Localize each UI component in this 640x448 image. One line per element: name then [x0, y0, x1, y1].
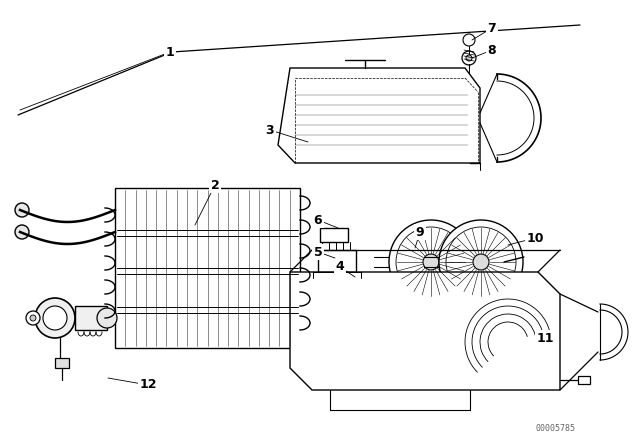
Bar — [578, 376, 590, 384]
Circle shape — [97, 308, 117, 328]
Text: 12: 12 — [140, 379, 157, 392]
Circle shape — [30, 315, 36, 321]
Bar — [75, 306, 107, 330]
Text: 11: 11 — [536, 332, 554, 345]
Bar — [320, 228, 348, 242]
Circle shape — [43, 306, 67, 330]
Text: 9: 9 — [416, 225, 424, 238]
Text: 5: 5 — [314, 246, 323, 258]
Polygon shape — [278, 68, 480, 163]
Circle shape — [35, 298, 75, 338]
Text: 7: 7 — [488, 22, 497, 34]
Bar — [115, 188, 300, 348]
Circle shape — [462, 51, 476, 65]
Circle shape — [439, 220, 523, 304]
Circle shape — [389, 220, 473, 304]
Circle shape — [473, 254, 489, 270]
Text: 6: 6 — [314, 214, 323, 227]
Circle shape — [446, 227, 516, 297]
Text: 3: 3 — [266, 124, 275, 137]
Circle shape — [15, 203, 29, 217]
Text: 4: 4 — [335, 260, 344, 273]
Text: 8: 8 — [488, 43, 496, 56]
Circle shape — [423, 254, 439, 270]
Text: 2: 2 — [211, 178, 220, 191]
Text: 10: 10 — [526, 232, 544, 245]
Circle shape — [26, 311, 40, 325]
Circle shape — [396, 227, 466, 297]
Polygon shape — [290, 272, 560, 390]
Circle shape — [15, 225, 29, 239]
Circle shape — [463, 34, 475, 46]
Text: 1: 1 — [166, 46, 174, 59]
Bar — [318, 250, 356, 272]
Circle shape — [466, 55, 472, 61]
Text: 00005785: 00005785 — [535, 423, 575, 432]
Bar — [55, 358, 69, 368]
